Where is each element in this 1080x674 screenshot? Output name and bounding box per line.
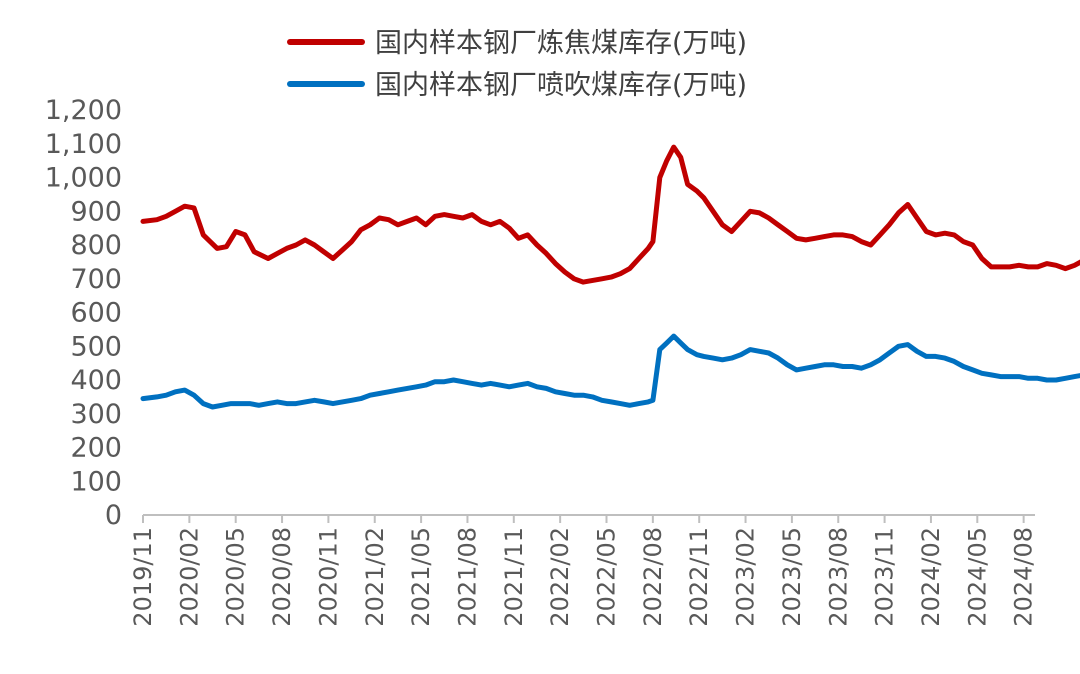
y-tick-label: 500 bbox=[70, 331, 122, 362]
x-tick-label: 2024/02 bbox=[917, 527, 945, 627]
x-tick-label: 2021/02 bbox=[361, 527, 389, 627]
x-tick-label: 2021/05 bbox=[407, 527, 435, 627]
x-tick-label: 2023/08 bbox=[824, 527, 852, 627]
x-tick-label: 2021/08 bbox=[453, 527, 481, 627]
x-tick-label: 2020/02 bbox=[175, 527, 203, 627]
legend-label-2: 国内样本钢厂喷吹煤库存(万吨) bbox=[375, 70, 747, 101]
x-tick-label: 2020/05 bbox=[222, 527, 250, 627]
series-layer bbox=[140, 144, 1080, 410]
y-tick-label: 900 bbox=[70, 196, 122, 227]
x-axis: 2019/11 2020/02 2020/05 2020/08 2020/11 2021/… bbox=[129, 514, 1038, 627]
y-tick-label: 200 bbox=[70, 433, 122, 464]
x-tick-label: 2020/08 bbox=[268, 527, 296, 627]
x-tick-label: 2022/08 bbox=[639, 527, 667, 627]
y-tick-label: 700 bbox=[70, 264, 122, 295]
x-tick-label: 2022/05 bbox=[593, 527, 621, 627]
y-tick-label: 1,000 bbox=[45, 163, 122, 194]
x-tick-label: 2024/08 bbox=[1010, 527, 1038, 627]
y-tick-label: 1,200 bbox=[45, 95, 122, 126]
x-tick-label: 2023/11 bbox=[871, 527, 899, 627]
series-line-2 bbox=[140, 333, 1080, 410]
y-tick-label: 1,100 bbox=[45, 129, 122, 160]
y-tick-label: 800 bbox=[70, 230, 122, 261]
series-line-1 bbox=[140, 144, 1080, 285]
y-axis: 01002003004005006007008009001,0001,1001,… bbox=[45, 95, 122, 531]
y-tick-label: 100 bbox=[70, 466, 122, 497]
y-tick-label: 400 bbox=[70, 365, 122, 396]
legend-label-1: 国内样本钢厂炼焦煤库存(万吨) bbox=[375, 28, 747, 59]
x-tick-label: 2022/11 bbox=[685, 527, 713, 627]
x-tick-label: 2023/02 bbox=[732, 527, 760, 627]
x-tick-label: 2021/11 bbox=[500, 527, 528, 627]
x-tick-label: 2020/11 bbox=[314, 527, 342, 627]
y-tick-label: 600 bbox=[70, 298, 122, 329]
x-tick-label: 2024/05 bbox=[963, 527, 991, 627]
y-tick-label: 0 bbox=[105, 500, 122, 531]
y-tick-label: 300 bbox=[70, 399, 122, 430]
x-tick-label: 2019/11 bbox=[129, 527, 157, 627]
legend: 国内样本钢厂炼焦煤库存(万吨) 国内样本钢厂喷吹煤库存(万吨) bbox=[287, 28, 747, 101]
x-tick-label: 2022/02 bbox=[546, 527, 574, 627]
x-tick-label: 2023/05 bbox=[778, 527, 806, 627]
